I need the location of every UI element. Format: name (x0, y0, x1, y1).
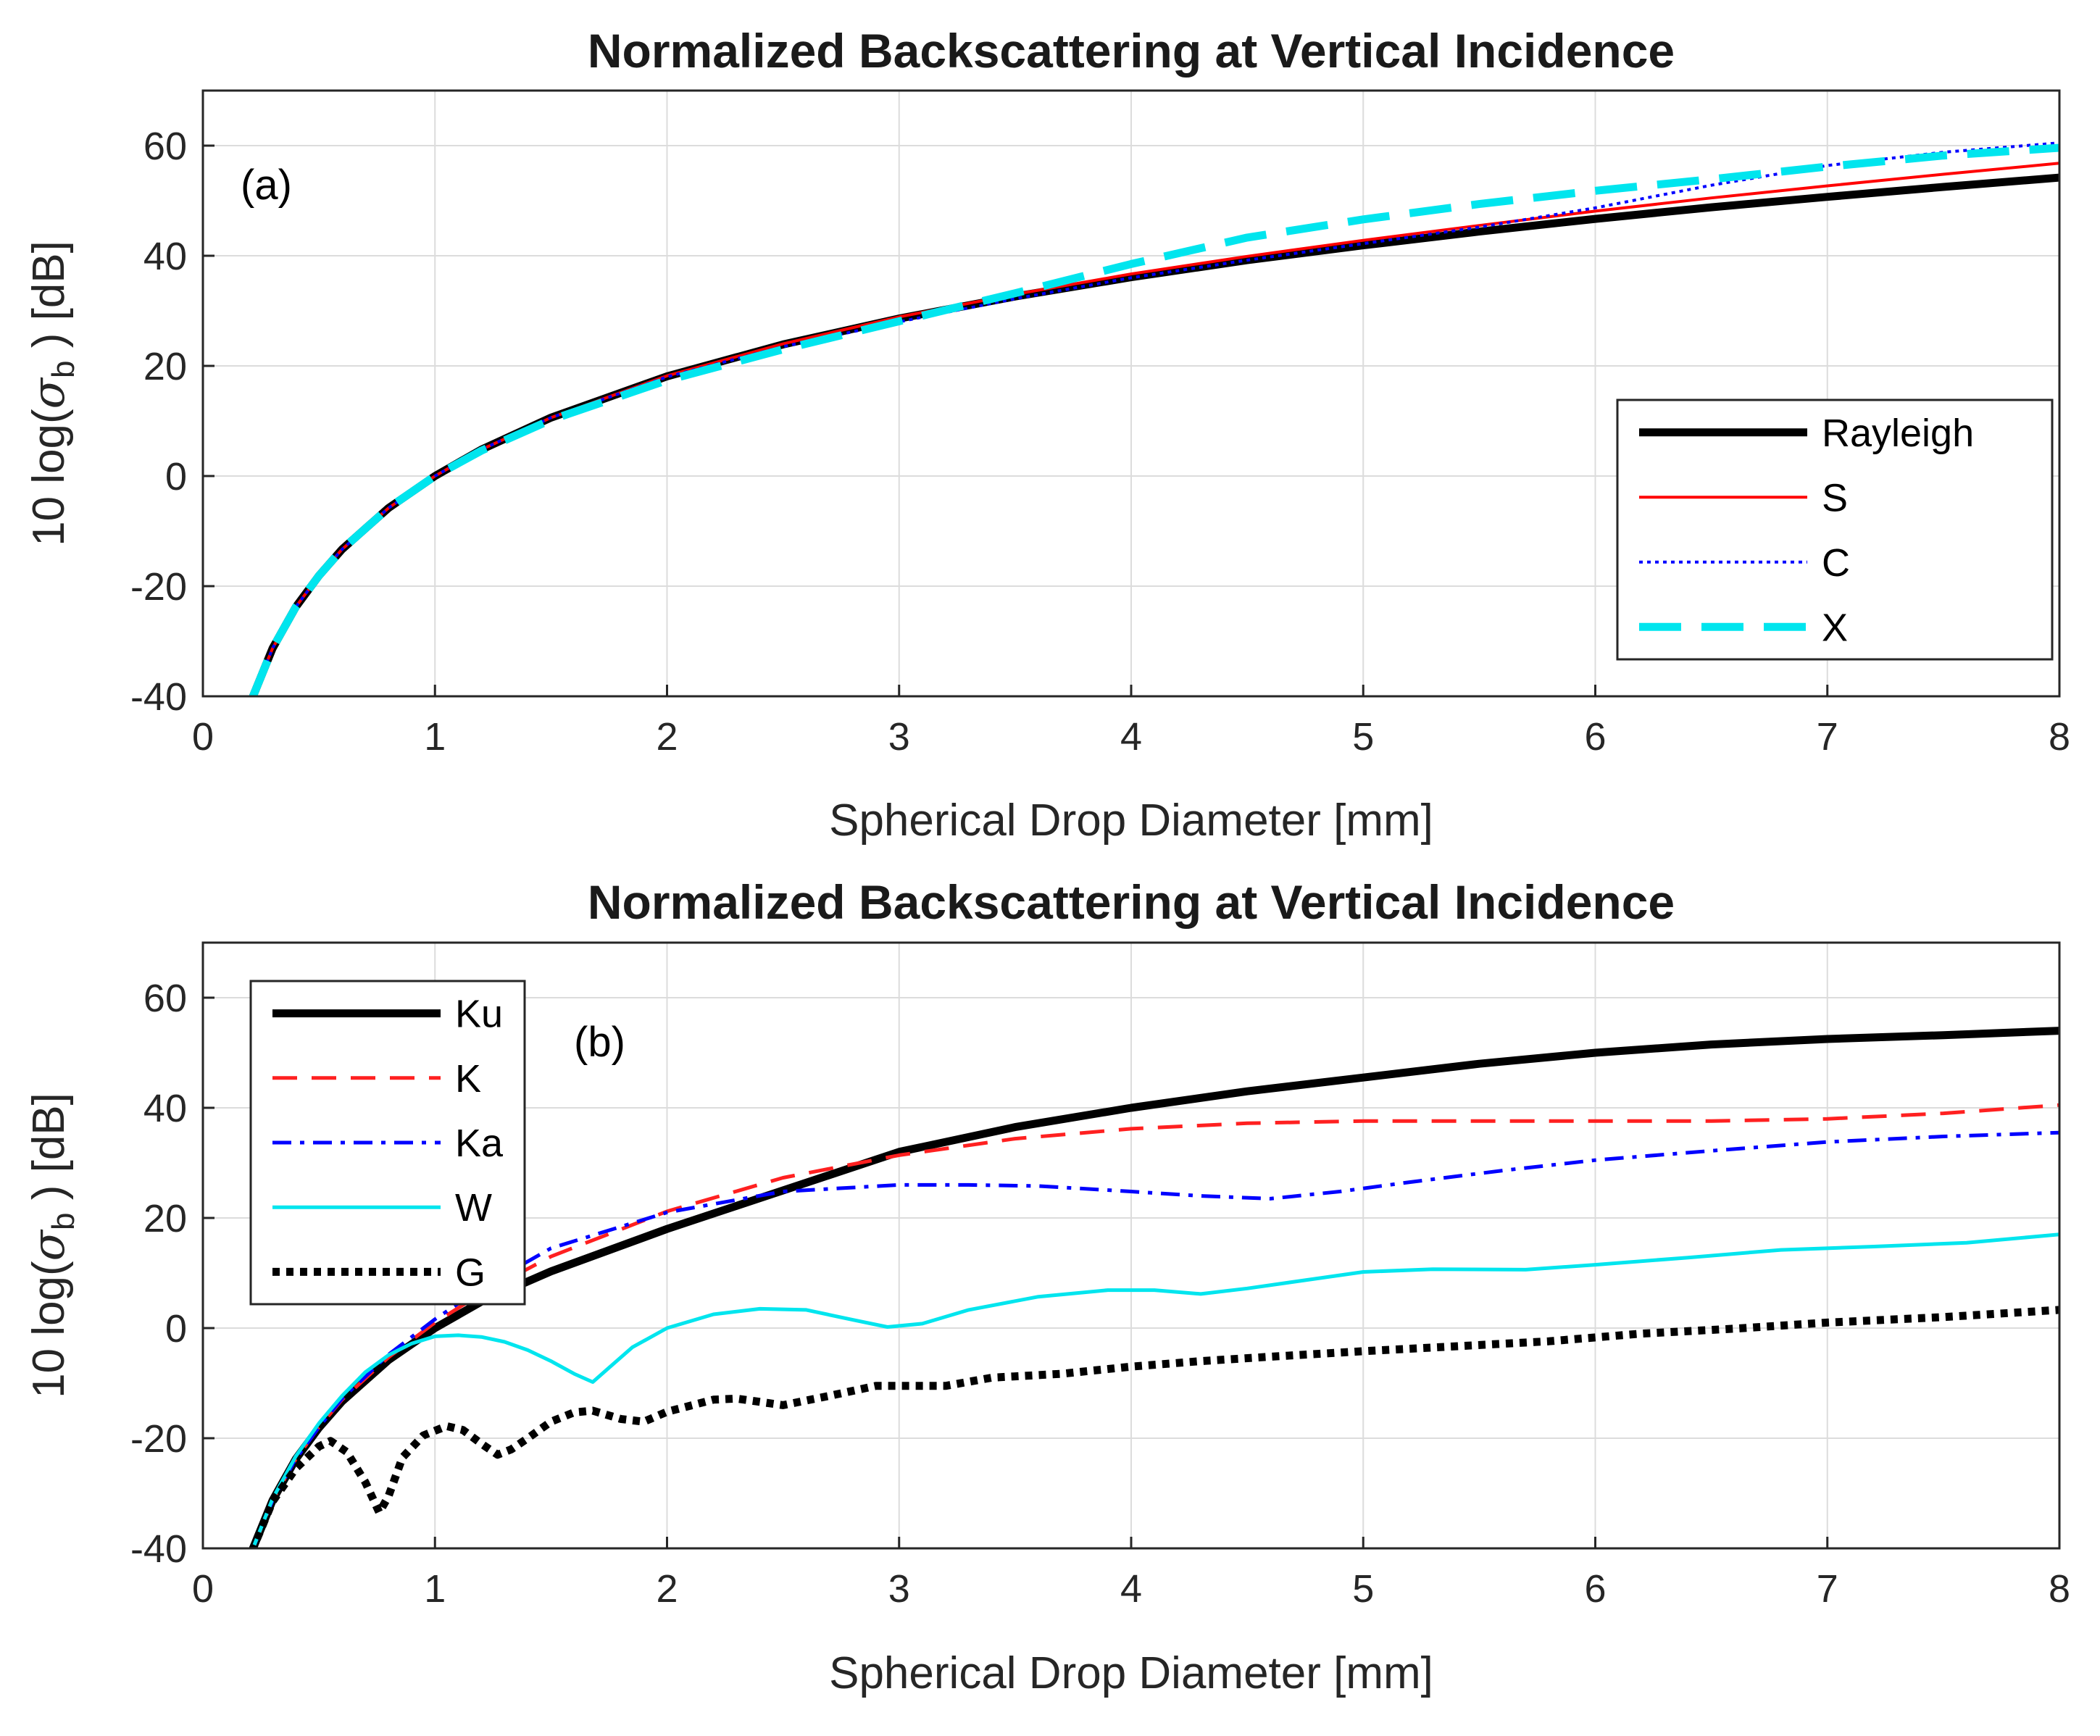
panel-label-b: (b) (574, 1019, 625, 1066)
legend-box-b (249, 980, 526, 1306)
x-tick-label-b-7: 7 (1817, 1567, 1838, 1611)
legend-label-c-a: C (1822, 541, 1850, 585)
series-line-w-b (251, 1232, 2059, 1548)
x-axis-label-b: Spherical Drop Diameter [mm] (829, 1648, 1433, 1698)
x-tick-label-b-0: 0 (192, 1567, 214, 1611)
y-tick-label-b-40: 40 (143, 1087, 187, 1130)
x-tick-label-a-1: 1 (424, 715, 446, 759)
y-tick-label-a-40: 40 (143, 235, 187, 278)
y-tick-label-a-40: -40 (130, 675, 187, 719)
y-axis-label-b: 10 log(σb ) [dB] (22, 1093, 81, 1398)
legend-label-rayleigh-a: Rayleigh (1822, 412, 1974, 455)
panel-b: 0 1 2 3 4 5 6 7 8 -40 -20 0 20 40 60 Normalized Backsc… (22, 875, 2070, 1698)
x-tick-label-a-3: 3 (888, 715, 910, 759)
legend-label-ka-b: Ka (455, 1122, 504, 1165)
legend-box-a (1616, 398, 2054, 661)
x-tick-label-b-4: 4 (1120, 1567, 1142, 1611)
y-axis-label-a: 10 log(σb ) [dB] (22, 241, 81, 546)
legend-label-w-b: W (455, 1186, 492, 1230)
legend-b: Ku K Ka WG (249, 980, 526, 1306)
y-tick-label-b-0: 0 (165, 1307, 187, 1351)
legend-a: Rayleigh SCX (1616, 398, 2054, 661)
y-tick-label-b-60: 60 (143, 977, 187, 1020)
y-tick-label-b-40: -40 (130, 1527, 187, 1571)
x-tick-label-a-4: 4 (1120, 715, 1142, 759)
x-tick-label-b-8: 8 (2049, 1567, 2070, 1611)
x-tick-label-a-7: 7 (1817, 715, 1838, 759)
legend-label-ku-b: Ku (455, 993, 503, 1036)
legend-label-g-b: G (455, 1251, 486, 1294)
x-tick-label-a-5: 5 (1352, 715, 1374, 759)
x-tick-label-b-1: 1 (424, 1567, 446, 1611)
y-tick-label-a-0: 0 (165, 455, 187, 498)
y-tick-label-b-20: -20 (130, 1417, 187, 1461)
x-tick-label-a-6: 6 (1584, 715, 1606, 759)
legend-label-s-a: S (1822, 476, 1848, 519)
x-tick-label-b-3: 3 (888, 1567, 910, 1611)
x-tick-label-a-8: 8 (2049, 715, 2070, 759)
y-tick-label-b-20: 20 (143, 1197, 187, 1240)
panel-a: 0 1 2 3 4 5 6 7 8 -40 -20 0 20 40 60 Normalized Backsc… (22, 24, 2070, 846)
series-layer-b (249, 1027, 2059, 1548)
legend-label-k-b: K (455, 1057, 481, 1101)
x-tick-label-a-2: 2 (656, 715, 678, 759)
panel-label-a: (a) (241, 162, 292, 209)
ticks-b: 0 1 2 3 4 5 6 7 8 -40 -20 0 20 40 60 (130, 977, 2070, 1611)
ticks-a: 0 1 2 3 4 5 6 7 8 -40 -20 0 20 40 60 (130, 125, 2070, 759)
legend-label-x-a: X (1822, 606, 1848, 649)
x-tick-label-b-5: 5 (1352, 1567, 1374, 1611)
x-axis-label-a: Spherical Drop Diameter [mm] (829, 796, 1433, 846)
y-tick-label-a-20: -20 (130, 565, 187, 609)
x-tick-label-a-0: 0 (192, 715, 214, 759)
series-line-x-a (249, 143, 2059, 696)
series-line-k-b (251, 1103, 2059, 1548)
series-layer-a (249, 141, 2059, 696)
x-tick-label-b-2: 2 (656, 1567, 678, 1611)
x-tick-label-b-6: 6 (1584, 1567, 1606, 1611)
y-tick-label-a-20: 20 (143, 345, 187, 388)
plot-title-a: Normalized Backscattering at Vertical In… (588, 24, 1675, 78)
y-tick-label-a-60: 60 (143, 125, 187, 168)
plot-title-b: Normalized Backscattering at Vertical In… (588, 875, 1675, 929)
